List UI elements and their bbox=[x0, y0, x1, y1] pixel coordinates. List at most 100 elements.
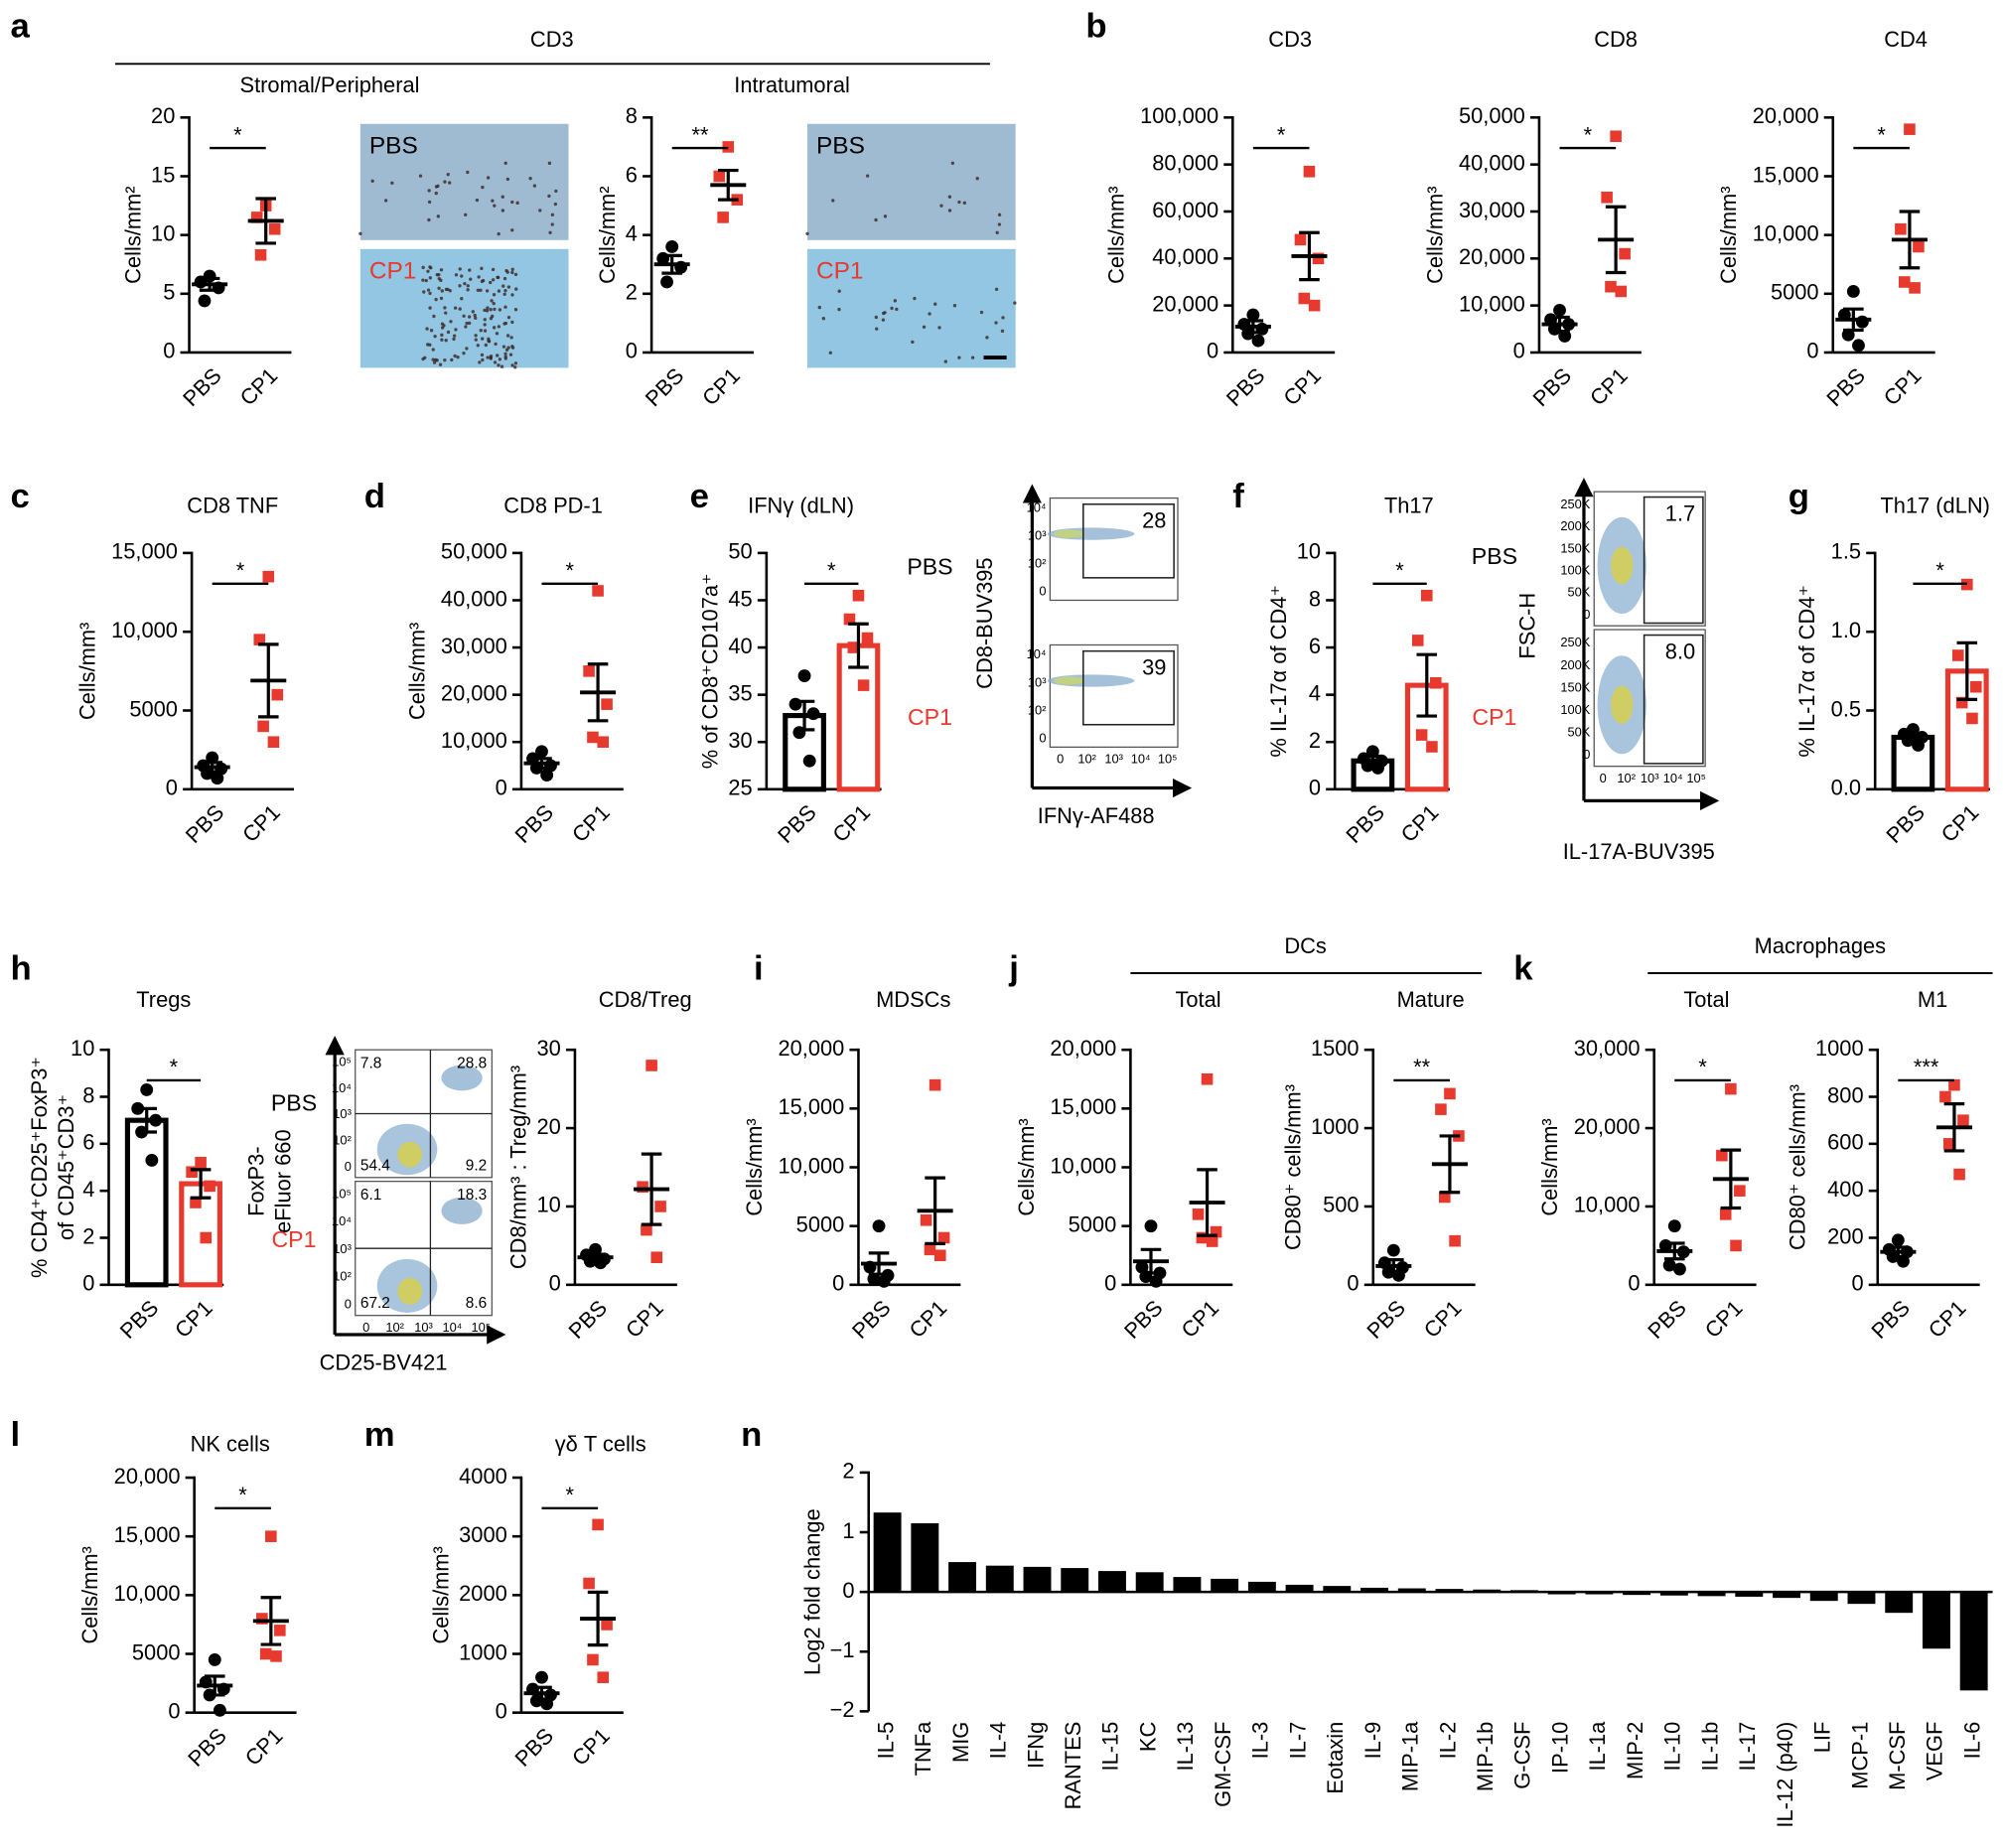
stained-cell bbox=[985, 336, 989, 340]
stained-cell bbox=[479, 329, 483, 333]
data-point bbox=[1970, 680, 1982, 693]
stained-cell bbox=[453, 306, 458, 310]
stained-cell bbox=[994, 287, 999, 291]
data-point bbox=[806, 707, 820, 721]
data-point bbox=[1716, 1149, 1728, 1162]
stained-cell bbox=[957, 355, 961, 359]
data-point bbox=[1939, 1090, 1951, 1103]
bar bbox=[873, 1512, 902, 1593]
significance: * bbox=[233, 122, 242, 147]
stained-cell bbox=[975, 177, 979, 181]
error-bar bbox=[1299, 230, 1320, 282]
y-tick-label: 1000 bbox=[459, 1639, 507, 1664]
data-point bbox=[877, 1274, 891, 1288]
panel-title: CD8/Treg bbox=[599, 987, 692, 1012]
y-tick-label: 0 bbox=[168, 1698, 180, 1723]
x-tick-label: 10² bbox=[1077, 752, 1096, 767]
y-tick-label: 35 bbox=[728, 680, 752, 705]
micrograph bbox=[807, 123, 1016, 240]
x-tick-label: PBS bbox=[115, 1295, 164, 1344]
stained-cell bbox=[505, 334, 510, 338]
error-bar bbox=[1720, 1148, 1742, 1210]
error-bar bbox=[202, 761, 222, 774]
stained-cell bbox=[443, 358, 447, 362]
data-point bbox=[713, 170, 726, 183]
stained-cell bbox=[454, 328, 458, 332]
stained-cell bbox=[462, 351, 466, 355]
stained-cell bbox=[437, 276, 441, 281]
stained-cell bbox=[466, 288, 470, 292]
data-point bbox=[1449, 1234, 1461, 1247]
stained-cell bbox=[486, 355, 490, 359]
y-tick-label: 0 bbox=[163, 339, 175, 363]
y-axis-label: Cells/mm³ bbox=[1716, 186, 1741, 283]
panel-letter: m bbox=[364, 1416, 395, 1454]
stained-cell bbox=[483, 323, 487, 327]
significance: * bbox=[236, 558, 245, 583]
stained-cell bbox=[489, 354, 494, 358]
data-point bbox=[857, 679, 870, 691]
bar bbox=[1623, 1592, 1651, 1596]
stained-cell bbox=[933, 302, 937, 306]
stained-cell bbox=[532, 184, 537, 188]
significance: * bbox=[566, 558, 575, 583]
stained-cell bbox=[491, 199, 495, 203]
stained-cell bbox=[444, 311, 448, 315]
bar bbox=[1098, 1571, 1126, 1593]
y-tick-label: 30,000 bbox=[1574, 1036, 1641, 1061]
data-point bbox=[1953, 1168, 1965, 1181]
stained-cell bbox=[474, 334, 478, 338]
data-point bbox=[592, 585, 604, 597]
bar bbox=[1735, 1592, 1764, 1597]
gate-value: 28 bbox=[1142, 508, 1166, 533]
bar bbox=[948, 1562, 977, 1593]
stained-cell bbox=[515, 201, 519, 206]
data-point bbox=[797, 669, 811, 683]
bar bbox=[1547, 1592, 1576, 1595]
stained-cell bbox=[501, 345, 506, 349]
data-point bbox=[1667, 1219, 1681, 1233]
panel-letter: a bbox=[10, 7, 30, 45]
data-point bbox=[254, 248, 267, 261]
stained-cell bbox=[494, 342, 498, 347]
significance: * bbox=[1935, 558, 1944, 583]
stained-cell bbox=[460, 274, 464, 278]
x-tick-label: 10² bbox=[1617, 771, 1636, 785]
x-tick-label: 0 bbox=[1057, 752, 1064, 767]
x-tick-label: CP1 bbox=[697, 362, 745, 410]
y-tick-label: 10 bbox=[151, 220, 175, 245]
quadrant-value: 67.2 bbox=[360, 1295, 390, 1312]
gate-value: 1.7 bbox=[1665, 500, 1695, 525]
x-tick-label: IL-4 bbox=[986, 1722, 1011, 1760]
bar bbox=[1435, 1589, 1464, 1593]
x-tick-label: TNFa bbox=[911, 1721, 935, 1776]
data-point bbox=[1943, 1138, 1955, 1150]
x-tick-label: PBS bbox=[847, 1295, 896, 1344]
error-bar bbox=[260, 1596, 282, 1646]
bar bbox=[1697, 1592, 1726, 1597]
bar bbox=[1323, 1586, 1352, 1593]
panel-title: γδ T cells bbox=[555, 1432, 646, 1457]
stained-cell bbox=[874, 217, 878, 222]
stained-cell bbox=[435, 358, 439, 362]
y-axis-label: % IL-17α of CD4⁺ bbox=[1266, 585, 1291, 758]
data-point bbox=[1429, 676, 1442, 689]
y-tick-label: 600 bbox=[1827, 1130, 1863, 1155]
bar bbox=[1773, 1592, 1800, 1599]
data-point bbox=[1610, 130, 1622, 143]
y-axis-label: Log2 fold change bbox=[799, 1508, 824, 1675]
data-point bbox=[211, 772, 224, 785]
stained-cell bbox=[465, 321, 469, 326]
stained-cell bbox=[443, 180, 447, 184]
row-label: PBS bbox=[1472, 543, 1517, 569]
bar bbox=[1473, 1589, 1502, 1593]
y-tick-label: 10,000 bbox=[778, 1153, 844, 1178]
y-axis-label: Cells/mm³ bbox=[74, 623, 99, 720]
bar bbox=[124, 1117, 169, 1288]
y-tick-label: 0 bbox=[832, 1271, 844, 1296]
stained-cell bbox=[979, 310, 984, 315]
data-point bbox=[1298, 292, 1311, 305]
data-point bbox=[1246, 308, 1260, 322]
gate bbox=[1643, 496, 1704, 625]
x-tick-label: PBS bbox=[1341, 799, 1389, 848]
